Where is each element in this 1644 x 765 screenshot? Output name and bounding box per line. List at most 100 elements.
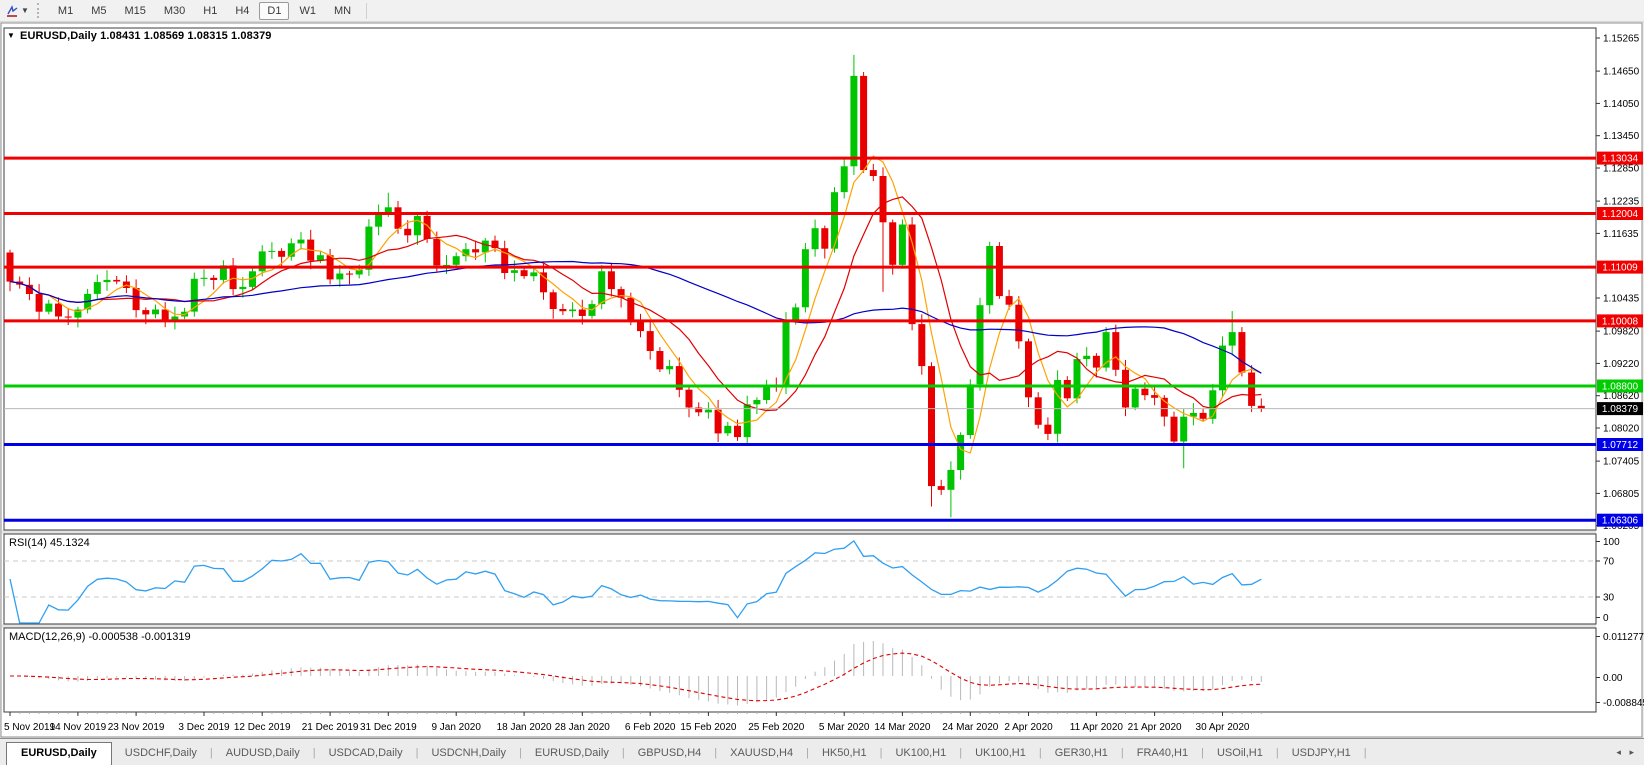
timeframe-button-m1[interactable]: M1 bbox=[57, 4, 74, 17]
macd-axis-label: 0.00 bbox=[1603, 673, 1623, 684]
tab-separator: | bbox=[1120, 747, 1124, 759]
price-tag bbox=[1597, 402, 1643, 416]
candle bbox=[200, 269, 208, 287]
candle bbox=[152, 304, 159, 319]
candle bbox=[889, 219, 897, 275]
chart-tab-xauusd-h4[interactable]: XAUUSD,H4 bbox=[730, 747, 794, 759]
candle bbox=[898, 219, 906, 269]
chart-tool-icon[interactable] bbox=[3, 2, 21, 20]
tab-separator: | bbox=[519, 747, 522, 759]
price-tag bbox=[1597, 207, 1643, 220]
price-tag-label: 1.07712 bbox=[1602, 440, 1639, 451]
timeframe-button-h1[interactable]: H1 bbox=[203, 4, 218, 17]
chart-tab-usdcnh-daily[interactable]: USDCNH,Daily bbox=[431, 747, 506, 759]
candle bbox=[685, 387, 693, 418]
price-tag bbox=[1597, 513, 1643, 527]
price-axis-label: 1.08620 bbox=[1603, 391, 1640, 402]
timeframe-button-w1[interactable]: W1 bbox=[299, 4, 316, 17]
chart-tab-eurusd-daily[interactable]: EURUSD,Daily bbox=[6, 742, 112, 765]
candle bbox=[1189, 403, 1197, 426]
timeframe-button-d1[interactable]: D1 bbox=[259, 1, 290, 20]
candle bbox=[1151, 386, 1159, 406]
candle bbox=[1102, 327, 1110, 372]
toolbar-grip[interactable] bbox=[36, 3, 43, 18]
crosshair-arrows-glyph bbox=[7, 4, 18, 17]
chart-tab-usoil-h1[interactable]: USOil,H1 bbox=[1216, 747, 1263, 759]
chart-dropdown-icon[interactable]: ▼ bbox=[7, 31, 16, 40]
timeframe-button-m30[interactable]: M30 bbox=[163, 4, 186, 17]
chart-tab-eurusd-daily[interactable]: EURUSD,Daily bbox=[534, 747, 609, 759]
candle bbox=[540, 263, 547, 300]
date-axis-label: 14 Mar 2020 bbox=[874, 722, 931, 733]
candle bbox=[1122, 360, 1129, 417]
candle bbox=[869, 163, 877, 182]
candle bbox=[452, 252, 460, 268]
date-axis-label: 6 Feb 2020 bbox=[625, 722, 676, 733]
candle bbox=[1257, 398, 1265, 413]
candle bbox=[297, 232, 305, 250]
candle bbox=[957, 432, 965, 480]
timeframe-button-h4[interactable]: H4 bbox=[235, 4, 250, 17]
candle bbox=[1044, 417, 1052, 441]
candle bbox=[287, 238, 295, 261]
candle bbox=[1073, 352, 1081, 404]
candle bbox=[743, 395, 751, 445]
price-tag bbox=[1597, 438, 1643, 451]
price-axis-label: 1.12235 bbox=[1603, 197, 1640, 208]
chart-tab-audusd-daily[interactable]: AUDUSD,Daily bbox=[225, 747, 300, 759]
pane-splitter[interactable] bbox=[2, 530, 1596, 534]
candle bbox=[190, 272, 198, 317]
candle bbox=[501, 240, 509, 280]
candle bbox=[1170, 411, 1178, 446]
tab-scroll-right-icon[interactable]: ▸ bbox=[1629, 747, 1634, 757]
candle bbox=[462, 243, 470, 262]
chart-tab-gbpusd-h4[interactable]: GBPUSD,H4 bbox=[637, 747, 702, 759]
date-axis-label: 15 Feb 2020 bbox=[680, 722, 737, 733]
candle bbox=[1209, 384, 1217, 424]
macd-pane bbox=[3, 627, 1597, 713]
pane-splitter[interactable] bbox=[2, 624, 1596, 628]
chart-tab-fra40-h1[interactable]: FRA40,H1 bbox=[1136, 747, 1189, 759]
candle bbox=[113, 276, 121, 285]
candle bbox=[559, 303, 567, 315]
date-axis-label: 3 Dec 2019 bbox=[178, 722, 230, 733]
date-axis-label: 5 Nov 2019 bbox=[4, 722, 56, 733]
chart-tab-hk50-h1[interactable]: HK50,H1 bbox=[821, 747, 867, 759]
date-axis-label: 21 Apr 2020 bbox=[1128, 722, 1182, 733]
price-tag bbox=[1597, 314, 1643, 328]
chart-tab-uk100-h1[interactable]: UK100,H1 bbox=[895, 747, 947, 759]
tab-scroll-left-icon[interactable]: ◂ bbox=[1616, 747, 1621, 757]
chart-tab-usdjpy-h1[interactable]: USDJPY,H1 bbox=[1291, 747, 1351, 759]
chart-tab-uk100-h1[interactable]: UK100,H1 bbox=[975, 747, 1026, 759]
candle bbox=[1092, 353, 1100, 378]
candle bbox=[1054, 370, 1062, 443]
timeframe-button-mn[interactable]: MN bbox=[333, 4, 352, 17]
candle bbox=[976, 297, 984, 391]
tab-scroll-arrows: ◂ ▸ bbox=[1610, 747, 1644, 765]
candle bbox=[714, 399, 722, 442]
candle bbox=[1180, 409, 1188, 469]
chart-tab-ger30-h1[interactable]: GER30,H1 bbox=[1054, 747, 1108, 759]
timeframe-button-m15[interactable]: M15 bbox=[124, 4, 146, 17]
candle bbox=[860, 72, 868, 173]
price-axis-label: 1.08020 bbox=[1603, 424, 1640, 435]
price-tag bbox=[1597, 151, 1643, 165]
candle bbox=[1112, 324, 1120, 377]
toolbar-dropdown-caret-icon[interactable]: ▼ bbox=[21, 6, 29, 15]
candle bbox=[801, 243, 809, 313]
timeframe-button-group: M1 M5 M15 M30 H1 H4 D1 W1 MN bbox=[49, 1, 360, 20]
tab-separator: | bbox=[1201, 747, 1204, 759]
candle bbox=[229, 258, 237, 296]
candle bbox=[35, 284, 43, 321]
chart-tab-usdchf-daily[interactable]: USDCHF,Daily bbox=[124, 747, 197, 759]
timeframe-button-m5[interactable]: M5 bbox=[91, 4, 107, 17]
candle bbox=[1005, 289, 1013, 310]
candle bbox=[908, 217, 916, 331]
price-tag bbox=[1597, 260, 1643, 274]
candle bbox=[1025, 338, 1032, 408]
chart-tab-usdcad-daily[interactable]: USDCAD,Daily bbox=[328, 747, 403, 759]
tab-separator: | bbox=[714, 747, 718, 759]
candle bbox=[210, 275, 218, 290]
